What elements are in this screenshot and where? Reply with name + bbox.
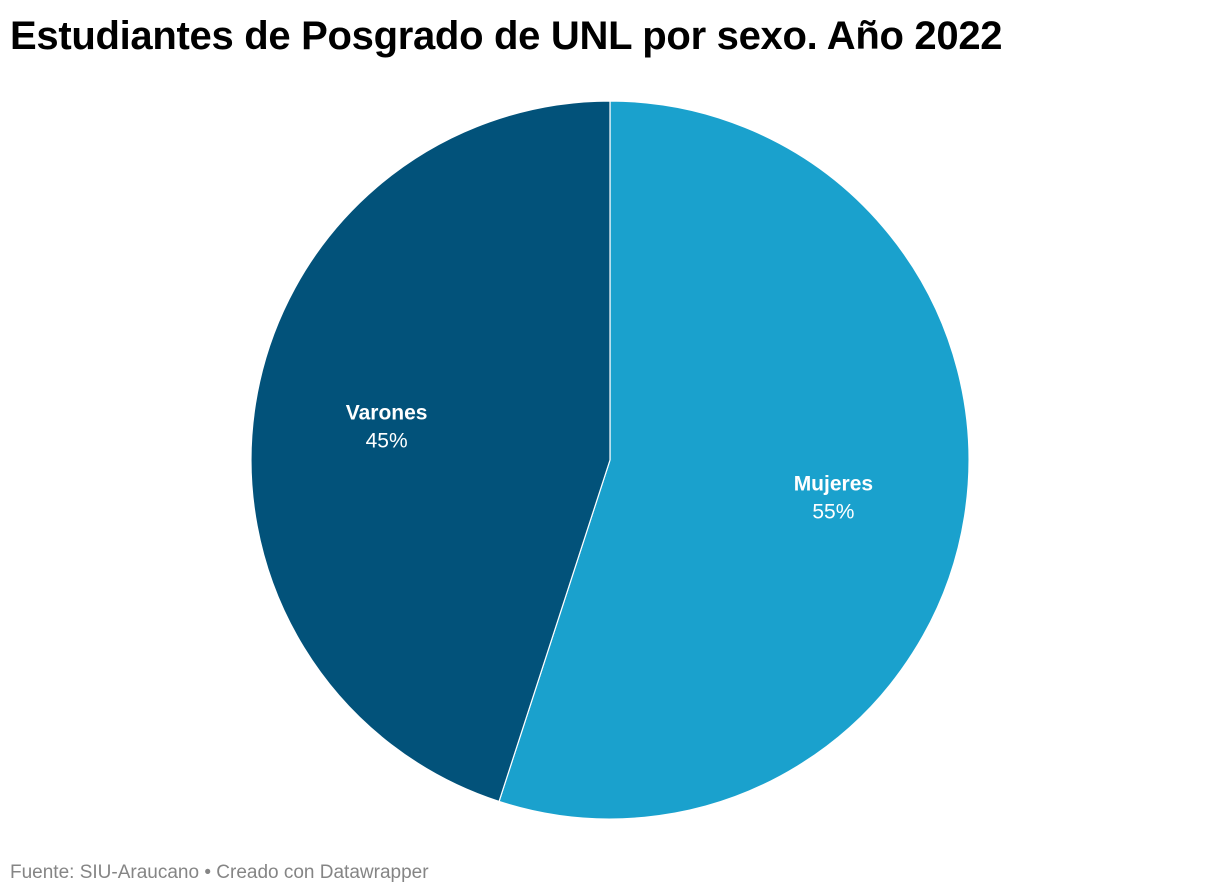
pie-slice-varones[interactable] [250,100,611,803]
chart-footer: Fuente: SIU-Araucano • Creado con Datawr… [10,860,429,886]
slice-value-varones: 45% [366,430,408,453]
footer-separator: • [204,862,211,883]
slice-value-mujeres: 55% [812,500,854,523]
slice-label-varones: Varones [346,402,428,425]
credit-link[interactable]: Creado con Datawrapper [216,862,429,883]
chart-title: Estudiantes de Posgrado de UNL por sexo.… [10,14,1003,58]
slice-label-mujeres: Mujeres [794,472,873,495]
pie-slice-mujeres[interactable] [498,100,970,820]
source-note: Fuente: SIU-Araucano [10,862,200,883]
